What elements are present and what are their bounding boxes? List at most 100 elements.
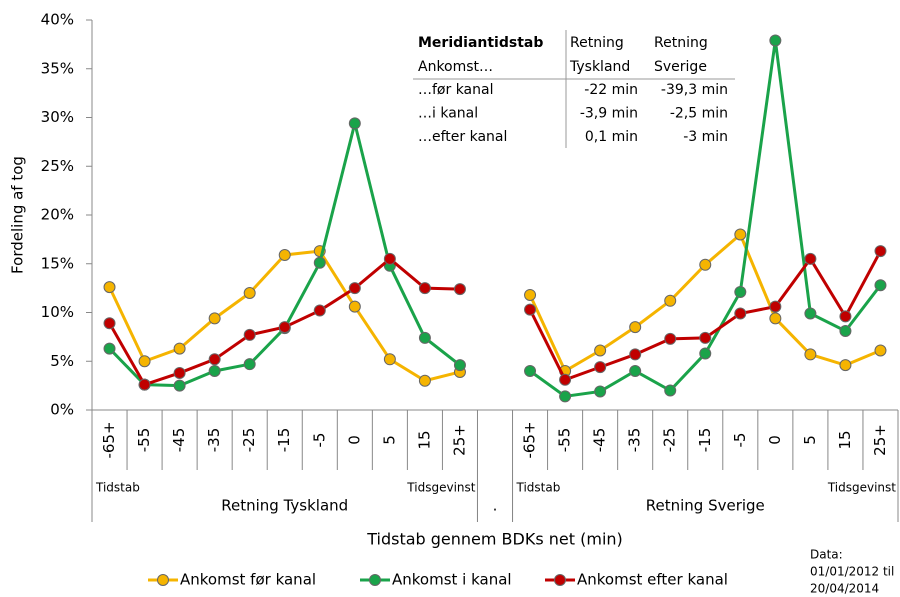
series-marker — [664, 294, 677, 307]
y-tick-label: 10% — [41, 303, 74, 321]
series-marker — [524, 288, 537, 301]
x-tick-label: -5 — [731, 433, 749, 448]
x-tick-label: -25 — [240, 428, 258, 453]
table-header: Meridiantidstab — [418, 35, 543, 51]
series-marker — [839, 359, 852, 372]
group-label: Retning Tyskland — [221, 497, 348, 515]
table-cell: -39,3 min — [661, 82, 728, 98]
x-tick-label: 15 — [836, 430, 854, 449]
table-header: Tyskland — [569, 59, 630, 75]
series-marker — [453, 359, 466, 372]
x-tick-label: -25 — [661, 428, 679, 453]
series-marker — [559, 373, 572, 386]
series-marker — [383, 252, 396, 265]
table-cell: -22 min — [584, 82, 638, 98]
group-label: . — [493, 497, 498, 515]
y-tick-label: 25% — [41, 157, 74, 175]
x-tick-label: -65+ — [100, 421, 118, 458]
table-header: Ankomst… — [418, 59, 493, 75]
series-marker — [839, 325, 852, 338]
x-tick-label: -15 — [275, 428, 293, 453]
x-tick-label: 0 — [766, 435, 784, 445]
series-marker — [243, 287, 256, 299]
series-marker — [208, 353, 221, 366]
table-header: Retning — [654, 35, 708, 51]
x-tick-label: -35 — [205, 428, 223, 453]
series-marker — [734, 307, 747, 320]
series-marker — [278, 248, 291, 261]
x-tick-label: -45 — [591, 428, 609, 453]
legend-label: Ankomst i kanal — [392, 571, 512, 589]
series-marker — [769, 300, 782, 313]
table-cell: -2,5 min — [670, 106, 728, 122]
x-tick-label: -45 — [170, 428, 188, 453]
series-marker — [664, 384, 677, 397]
y-tick-label: 15% — [41, 254, 74, 272]
x-tick-label: 5 — [801, 435, 819, 445]
table-box — [413, 28, 735, 148]
table-header: Sverige — [654, 59, 707, 75]
series-marker — [348, 300, 361, 313]
note: Data: — [810, 548, 843, 562]
series-marker — [629, 365, 642, 377]
series-marker — [699, 258, 712, 271]
series-marker — [559, 390, 572, 403]
legend-marker — [554, 574, 566, 586]
series-marker — [173, 366, 186, 379]
series-marker — [208, 365, 221, 377]
table-cell: …i kanal — [418, 106, 478, 122]
y-tick-label: 5% — [50, 352, 74, 370]
series-marker — [629, 348, 642, 361]
series-marker — [313, 256, 326, 269]
x-tick-label: 25+ — [871, 424, 889, 456]
series-marker — [418, 282, 431, 295]
group-note: Tidstab — [516, 481, 561, 495]
x-tick-label: 5 — [380, 435, 398, 445]
note: 01/01/2012 til — [810, 565, 894, 579]
series-marker — [173, 342, 186, 355]
series-marker — [594, 385, 607, 398]
table-cell: -3,9 min — [580, 106, 638, 122]
series-marker — [348, 282, 361, 295]
series-marker — [594, 361, 607, 374]
x-tick-label: 25+ — [450, 424, 468, 456]
series-marker — [629, 321, 642, 334]
legend-marker — [157, 574, 169, 586]
y-tick-label: 35% — [41, 59, 74, 77]
series-marker — [874, 279, 887, 292]
series-marker — [699, 331, 712, 344]
series-marker — [804, 348, 817, 361]
series-line — [108, 249, 461, 383]
x-tick-label: -5 — [310, 433, 328, 448]
series-marker — [734, 228, 747, 241]
group-note: Tidstab — [95, 481, 140, 495]
series-marker — [383, 353, 396, 366]
table-cell: 0,1 min — [585, 129, 638, 145]
series-marker — [173, 379, 186, 392]
x-tick-label: -55 — [556, 428, 574, 453]
legend-marker — [369, 574, 381, 586]
y-tick-label: 0% — [50, 401, 74, 419]
group-note: Tidsgevinst — [406, 481, 475, 495]
series-marker — [208, 312, 221, 325]
x-tick-label: -35 — [626, 428, 644, 453]
series-marker — [594, 344, 607, 357]
table-cell: …før kanal — [418, 82, 493, 98]
series-marker — [874, 245, 887, 258]
x-tick-label: -65+ — [521, 421, 539, 458]
series-marker — [278, 321, 291, 334]
table-cell: -3 min — [683, 129, 728, 145]
series-marker — [804, 252, 817, 265]
x-axis-title: Tidstab gennem BDKs net (min) — [366, 530, 623, 549]
series-marker — [103, 281, 116, 294]
series-marker — [769, 312, 782, 325]
x-tick-label: -55 — [135, 428, 153, 453]
series-marker — [524, 303, 537, 316]
series-marker — [769, 34, 782, 47]
x-tick-label: 0 — [345, 435, 363, 445]
y-axis-title: Fordeling af tog — [9, 156, 27, 274]
series-marker — [243, 358, 256, 371]
series-marker — [699, 347, 712, 360]
